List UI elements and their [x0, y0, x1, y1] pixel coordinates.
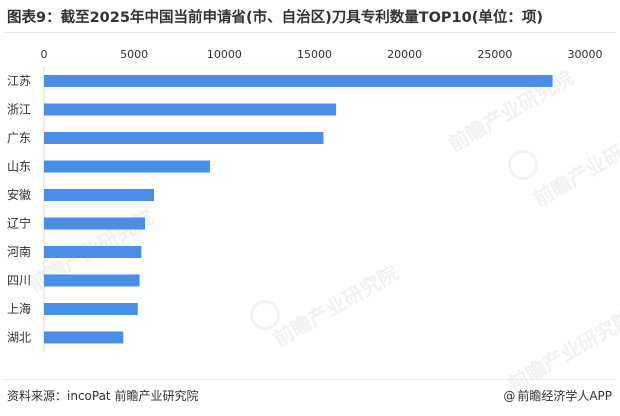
bar-chart: 0 5000 10000 15000 20000 25000 30000 江苏浙江广东山东安… [7, 48, 603, 352]
x-tick-label: 5000 [120, 48, 148, 61]
bar [44, 246, 142, 258]
bar [44, 160, 210, 173]
category-label: 江苏 [7, 74, 31, 88]
bar [44, 274, 140, 287]
category-label: 四川 [7, 274, 31, 288]
x-tick-label: 20000 [387, 48, 422, 61]
watermark-logo-icon [508, 150, 538, 180]
x-tick-label: 15000 [297, 48, 332, 61]
bar [44, 331, 124, 344]
x-tick-label: 10000 [207, 48, 242, 61]
brand-name: 前瞻经济学人APP [517, 389, 612, 403]
bar [44, 217, 145, 230]
category-label: 山东 [7, 160, 31, 174]
source-note: 资料来源：incoPat 前瞻产业研究院 [7, 389, 199, 403]
category-label: 辽宁 [7, 216, 31, 231]
bar [44, 75, 553, 87]
bar [44, 103, 337, 116]
category-label: 湖北 [7, 330, 31, 345]
x-axis: 0 5000 10000 15000 20000 25000 30000 [41, 48, 603, 61]
chart-title: 图表9：截至2025年中国当前申请省(市、自治区)刀具专利数量TOP10(单位：… [7, 10, 543, 26]
footer-divider [4, 379, 616, 380]
brand-logo-icon: @ [503, 389, 516, 403]
x-tick-label: 25000 [477, 48, 512, 61]
watermark-logo-icon [250, 300, 280, 330]
x-tick-label: 0 [41, 48, 48, 61]
category-label: 河南 [7, 244, 31, 259]
bar [44, 303, 138, 315]
bar [44, 189, 155, 201]
title-divider [4, 32, 616, 33]
brand-credit: @ 前瞻经济学人APP [503, 387, 612, 404]
bars [44, 75, 553, 344]
category-label: 广东 [7, 131, 31, 145]
category-label: 上海 [7, 301, 31, 316]
category-label: 浙江 [7, 103, 31, 117]
category-label: 安徽 [7, 187, 31, 202]
bar [44, 132, 324, 144]
x-tick-label: 30000 [568, 48, 603, 61]
